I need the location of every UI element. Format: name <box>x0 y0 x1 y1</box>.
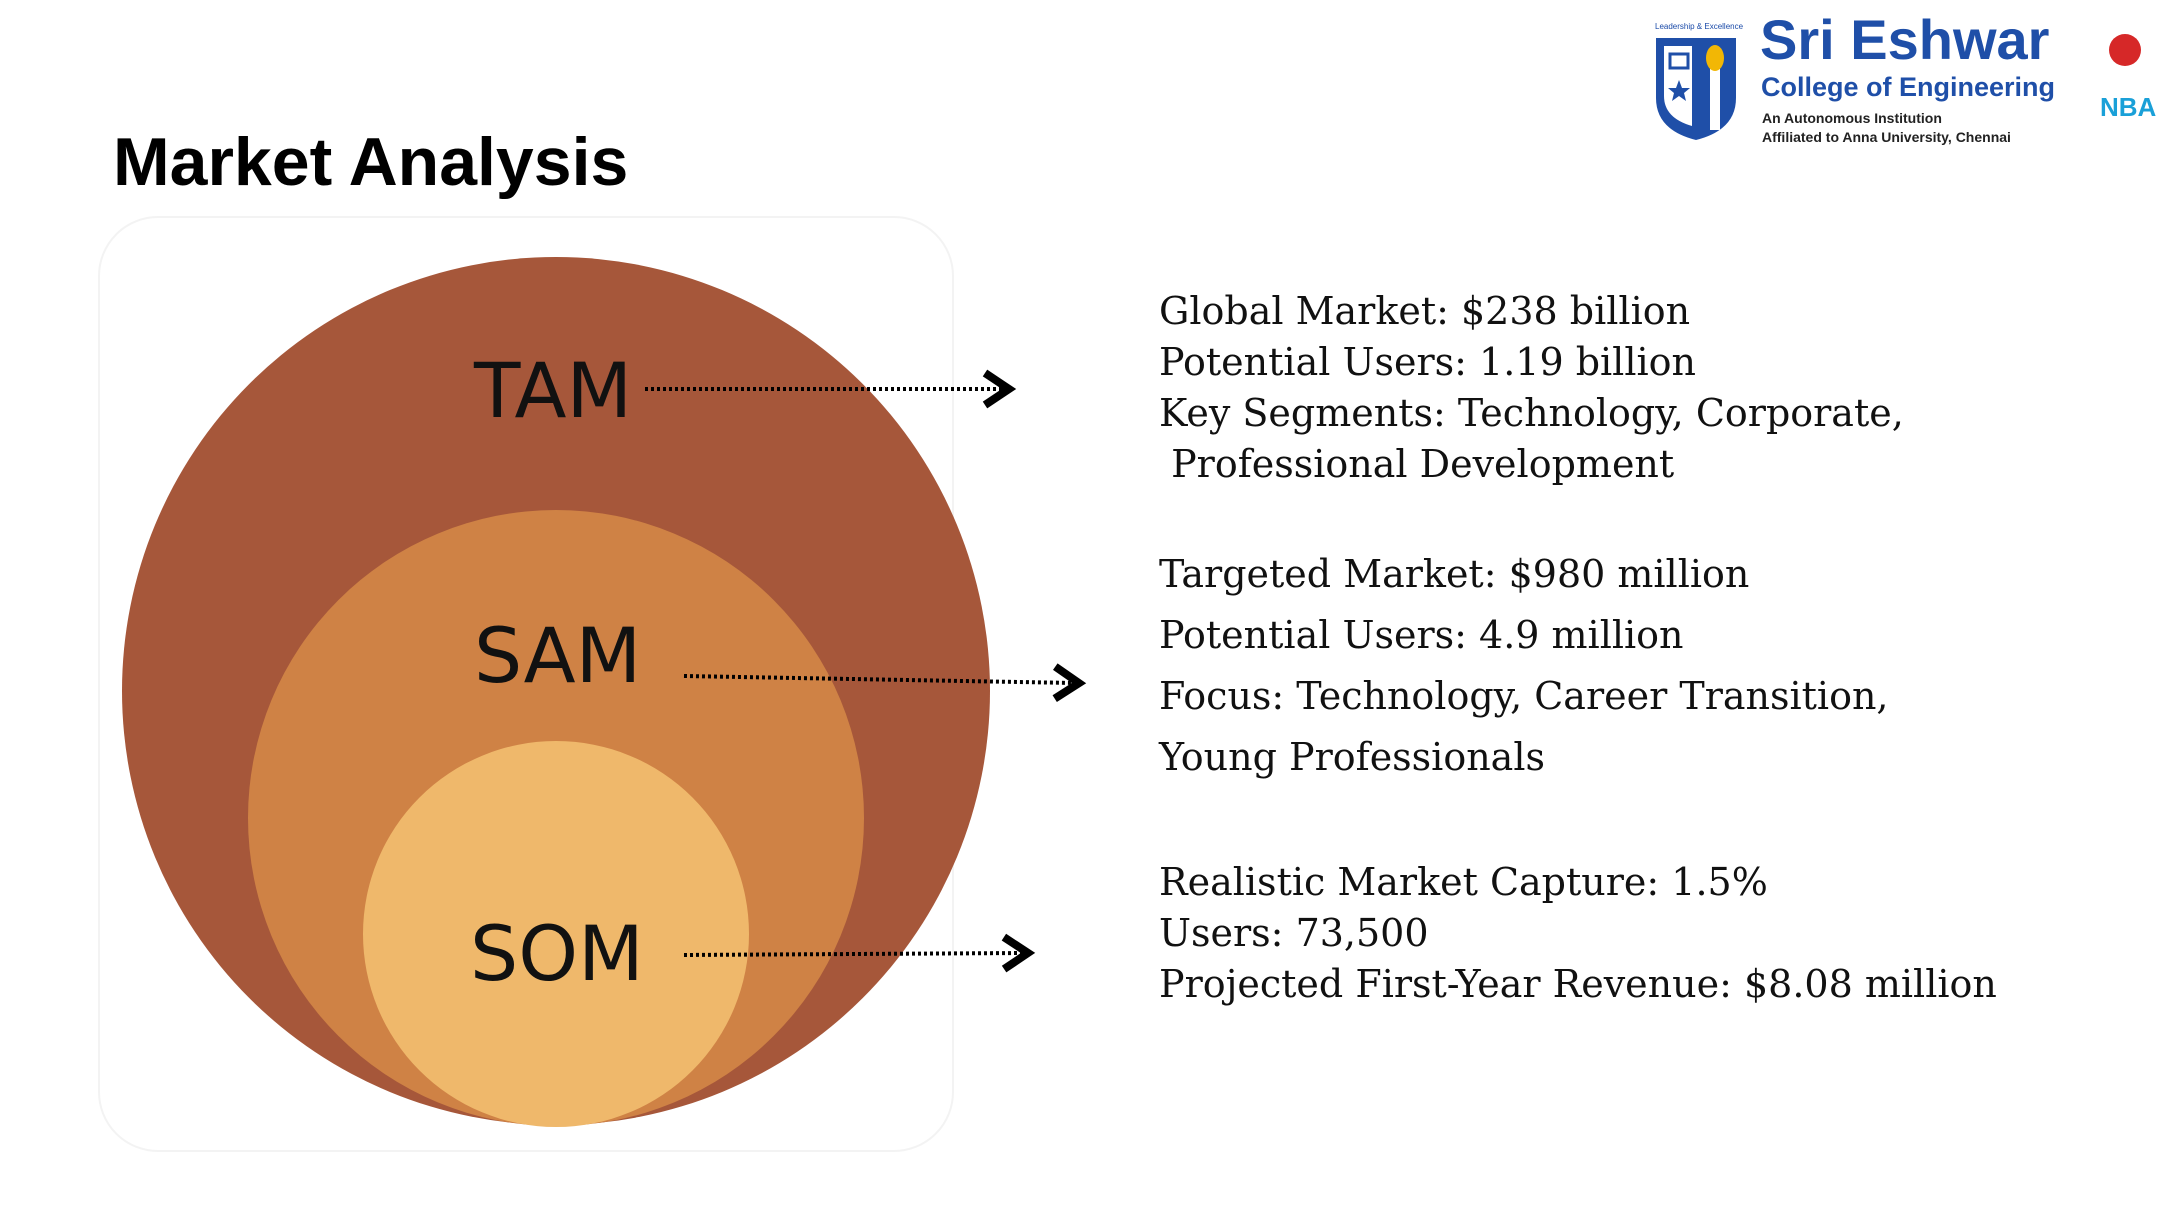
som-line: Projected First-Year Revenue: $8.08 mill… <box>1159 962 1997 1006</box>
som-arrow <box>683 933 1036 973</box>
sam-line: Young Professionals <box>1159 735 1545 779</box>
naac-badge-icon <box>2109 34 2141 66</box>
sam-arrow <box>683 663 1087 703</box>
som-description: Realistic Market Capture: 1.5% Users: 73… <box>1159 857 1997 1010</box>
som-line: Users: 73,500 <box>1159 911 1429 955</box>
som-label: SOM <box>470 909 644 998</box>
logo-name: Sri Eshwar <box>1760 8 2050 71</box>
tam-line: Potential Users: 1.19 billion <box>1159 340 1696 384</box>
sam-description: Targeted Market: $980 million Potential … <box>1159 544 1889 788</box>
sam-line: Targeted Market: $980 million <box>1159 552 1750 596</box>
som-line: Realistic Market Capture: 1.5% <box>1159 860 1768 904</box>
sam-line: Focus: Technology, Career Transition, <box>1159 674 1889 718</box>
tam-line: Key Segments: Technology, Corporate, <box>1159 391 1904 435</box>
logo-line1: An Autonomous Institution <box>1762 110 1942 126</box>
tam-line: Global Market: $238 billion <box>1159 289 1691 333</box>
logo-subtitle: College of Engineering <box>1761 72 2056 102</box>
tam-description: Global Market: $238 billion Potential Us… <box>1159 286 1904 490</box>
college-shield-icon <box>1656 38 1736 140</box>
logo-line2: Affiliated to Anna University, Chennai <box>1762 129 2011 145</box>
slide-title: Market Analysis <box>113 124 629 200</box>
sam-label: SAM <box>474 611 641 700</box>
som-circle <box>363 741 749 1127</box>
tam-label: TAM <box>473 346 632 435</box>
nba-logo: NBA <box>2100 92 2157 122</box>
tam-line: Professional Development <box>1159 442 1675 486</box>
logo-tagline: Leadership & Excellence <box>1655 22 1744 31</box>
sam-line: Potential Users: 4.9 million <box>1159 613 1684 657</box>
